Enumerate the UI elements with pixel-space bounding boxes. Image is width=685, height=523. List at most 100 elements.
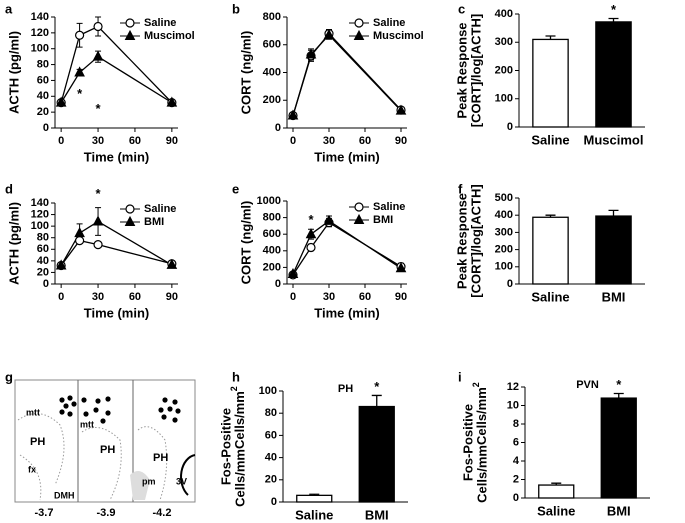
x-tick-label: 30 xyxy=(323,291,335,303)
annotation: * xyxy=(611,2,617,17)
section-level: -4.2 xyxy=(153,507,172,519)
marker xyxy=(323,214,335,225)
y-tick-label: 400 xyxy=(263,245,281,257)
panel-letter: g xyxy=(5,369,13,384)
chart-title: PVN xyxy=(576,379,599,391)
y-tick-label: 12 xyxy=(507,381,519,393)
bar xyxy=(358,405,395,503)
y-tick-label: 2 xyxy=(513,473,519,485)
panel-letter: f xyxy=(458,181,463,196)
y-tick-label: 20 xyxy=(265,474,277,486)
contour xyxy=(137,426,168,501)
panel-letter: b xyxy=(232,1,240,16)
y-tick-label: 20 xyxy=(37,266,49,278)
marker xyxy=(55,96,67,107)
chart-panel: c 0 100 200 300 400 Peak Response [CORT]/log[AC… xyxy=(454,1,645,147)
bar xyxy=(538,484,575,499)
series-line xyxy=(60,239,173,266)
y-tick-label: 140 xyxy=(31,11,49,23)
x-tick-label: BMI xyxy=(607,503,631,518)
y-tick-label: 400 xyxy=(495,209,513,221)
y-tick-label: 600 xyxy=(263,39,281,51)
y-tick-label: 400 xyxy=(495,8,513,20)
legend-label: BMI xyxy=(144,216,164,228)
x-axis-label: Time (min) xyxy=(314,149,380,164)
x-tick-label: 60 xyxy=(359,135,371,147)
x-tick-label: 0 xyxy=(290,291,296,303)
bar xyxy=(595,215,632,285)
y-tick-label: 80 xyxy=(37,232,49,244)
y-tick-label: 80 xyxy=(37,58,49,70)
series-line xyxy=(60,55,173,104)
y-tick-label: 60 xyxy=(37,74,49,86)
legend-label: BMI xyxy=(373,214,393,226)
annotation: * xyxy=(96,186,102,201)
region-label: PH xyxy=(30,436,45,448)
y-tick-label: 20 xyxy=(37,106,49,118)
x-tick-label: Muscimol xyxy=(584,132,644,147)
y-tick-label: 100 xyxy=(31,220,49,232)
y-tick-label: 0 xyxy=(507,121,513,133)
brain-sections: g mtt PH fx DMH mtt PH pm PH 3V -3.7 -3.… xyxy=(5,369,196,519)
marker xyxy=(93,21,103,32)
section-level: -3.7 xyxy=(35,507,54,519)
legend-label: Muscimol xyxy=(373,30,424,42)
y-tick-label: 1000 xyxy=(257,195,281,207)
y-tick-label: 800 xyxy=(263,11,281,23)
x-axis-label: Time (min) xyxy=(314,305,380,320)
y-tick-label: 200 xyxy=(495,64,513,76)
y-tick-label: 80 xyxy=(265,407,277,419)
y-tick-label: 10 xyxy=(507,399,519,411)
y-axis-label: Fos-Positive xyxy=(218,408,233,485)
legend-label: Muscimol xyxy=(144,30,195,42)
x-tick-label: Saline xyxy=(295,507,333,522)
y-tick-label: 40 xyxy=(265,452,277,464)
annotation: * xyxy=(77,86,83,101)
annotation: * xyxy=(616,377,622,392)
chart-panel: a 0 20 40 60 80 100 120 140 ACTH (pg/ml) 0 30 60 90 Ti… xyxy=(5,1,195,164)
x-tick-label: 0 xyxy=(58,291,64,303)
y-tick-label: 500 xyxy=(495,192,513,204)
region-label: fx xyxy=(28,464,36,474)
marker xyxy=(305,228,317,239)
panel-letter: i xyxy=(458,369,462,384)
x-tick-label: 60 xyxy=(359,291,371,303)
region-label: PH xyxy=(100,444,115,456)
y-axis-label-text: Cells/mm xyxy=(232,391,247,449)
y-tick-label: 600 xyxy=(263,228,281,240)
x-tick-label: 30 xyxy=(92,135,104,147)
y-tick-label: 6 xyxy=(513,436,519,448)
region-label: mtt xyxy=(26,407,40,417)
y-tick-label: 800 xyxy=(263,212,281,224)
section-level: -3.9 xyxy=(97,507,116,519)
panel-letter: d xyxy=(5,181,13,196)
pm-region xyxy=(130,471,150,500)
y-tick-label: 100 xyxy=(31,43,49,55)
x-tick-label: 90 xyxy=(166,135,178,147)
series-line xyxy=(60,25,173,104)
y-axis-label: CORT (ng/ml) xyxy=(238,31,253,115)
legend-marker xyxy=(124,29,136,40)
region-label: mtt xyxy=(80,419,94,429)
error-bar xyxy=(608,209,619,217)
y-axis-label-superscript: 2 xyxy=(471,382,481,387)
legend-label: Saline xyxy=(144,203,176,215)
x-tick-label: 0 xyxy=(58,135,64,147)
y-axis-label: Cells/mmCells/mm2 xyxy=(229,386,247,507)
x-tick-label: BMI xyxy=(365,507,389,522)
series-line xyxy=(292,220,402,275)
x-tick-label: Saline xyxy=(537,503,575,518)
marker xyxy=(55,259,67,270)
y-tick-label: 0 xyxy=(271,496,277,508)
chart-title: PH xyxy=(338,383,353,395)
x-tick-label: BMI xyxy=(602,289,626,304)
contour xyxy=(17,413,65,486)
y-tick-label: 120 xyxy=(31,208,49,220)
marker xyxy=(323,28,335,40)
y-axis-label: [CORT]/log[ACTH] xyxy=(468,184,483,297)
x-tick-label: 30 xyxy=(323,135,335,147)
y-tick-label: 0 xyxy=(275,122,281,134)
y-tick-label: 120 xyxy=(31,27,49,39)
error-bar xyxy=(371,394,382,407)
